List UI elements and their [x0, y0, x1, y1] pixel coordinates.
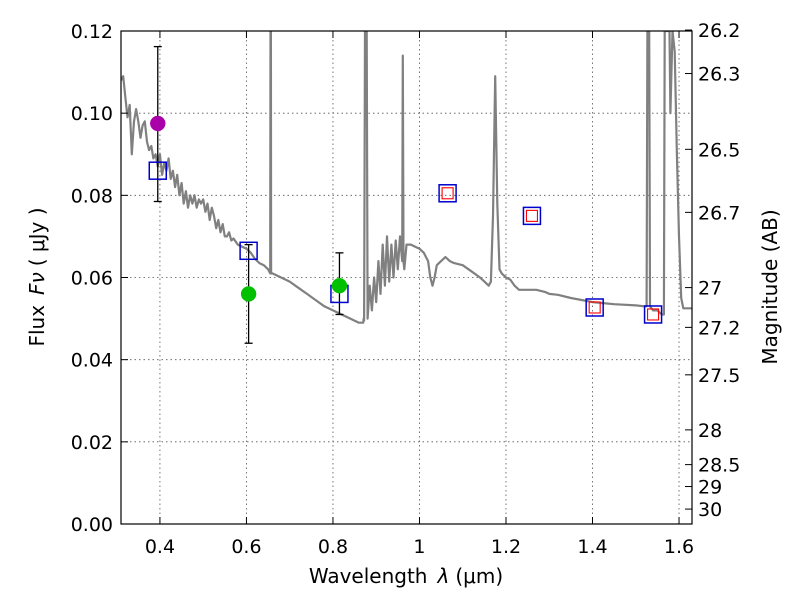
grid-lines: [121, 30, 692, 525]
y2-tick-label: 29: [698, 477, 722, 499]
model-photometry-point: [148, 161, 168, 180]
model-photometry-point: [585, 298, 604, 317]
y-tick-label: 0.02: [71, 432, 113, 454]
x-tick-label: 1.2: [491, 536, 521, 558]
upper-limit-point: [441, 187, 454, 200]
observed-flux-point: [150, 115, 166, 132]
upper-limit-point: [588, 301, 601, 314]
observed-flux-point: [331, 277, 348, 294]
model-photometry-point: [643, 305, 663, 324]
y-tick-label: 0.08: [71, 185, 113, 207]
y-axis-label: FluxFν( μJy ): [25, 207, 49, 346]
y-tick-label: 0.12: [71, 21, 113, 43]
y-tick-label: 0.04: [71, 350, 113, 372]
y-tick-label: 0.00: [71, 514, 113, 536]
y2-tick-label: 26.5: [698, 139, 740, 161]
x-axis: 0.4 0.6 0.8 1 1.2 1.4 1.6: [145, 31, 694, 558]
y2-tick-label: 28: [698, 420, 722, 442]
model-photometry-point: [522, 206, 542, 226]
upper-limit-point: [525, 209, 538, 222]
x-tick-label: 0.8: [318, 536, 348, 558]
x-tick-label: 1: [413, 536, 425, 558]
plot-area: [121, 31, 692, 344]
upper-limit-point: [647, 308, 660, 321]
y2-tick-label: 26.3: [698, 64, 740, 86]
x-tick-label: 0.6: [231, 536, 261, 558]
y-axis: 0.00 0.02 0.04 0.06 0.08 0.10 0.12: [71, 21, 128, 536]
y2-axis-label: Magnitude (AB): [758, 209, 782, 364]
observed-flux-point: [240, 286, 257, 302]
x-tick-label: 1.6: [664, 536, 694, 558]
y-tick-label: 0.06: [71, 268, 113, 290]
x-axis-label: Wavelength λ (μm): [309, 564, 503, 588]
model-photometry-point: [239, 241, 258, 261]
clipped-series: [121, 31, 692, 324]
y-tick-label: 0.10: [71, 103, 113, 125]
y2-tick-label: 27.2: [698, 317, 740, 339]
y2-tick-label: 30: [698, 499, 722, 521]
y2-tick-label: 28.5: [698, 455, 740, 477]
y2-tick-label: 26.2: [698, 20, 740, 42]
x-tick-label: 0.4: [145, 536, 175, 558]
model-photometry-point: [438, 184, 457, 203]
model-spectrum-line: [121, 31, 692, 324]
x-tick-label: 1.4: [577, 536, 607, 558]
y2-tick-label: 27.5: [698, 365, 740, 387]
y2-tick-label: 26.7: [698, 202, 740, 224]
y2-tick-label: 27: [698, 278, 722, 300]
